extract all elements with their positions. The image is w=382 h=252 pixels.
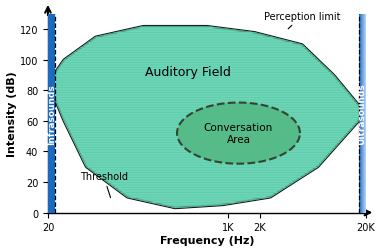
Text: Infrasounds: Infrasounds <box>47 84 56 144</box>
Bar <box>48 15 55 213</box>
Text: Ultrasounds: Ultrasounds <box>357 83 366 145</box>
Text: Perception limit: Perception limit <box>264 12 340 30</box>
Y-axis label: Intensity (dB): Intensity (dB) <box>7 71 17 156</box>
Text: Threshold: Threshold <box>79 171 128 198</box>
Polygon shape <box>177 103 300 164</box>
X-axis label: Frequency (Hz): Frequency (Hz) <box>160 235 254 245</box>
Polygon shape <box>48 27 366 208</box>
Text: Conversation
Area: Conversation Area <box>204 123 273 144</box>
Text: Auditory Field: Auditory Field <box>145 66 231 79</box>
